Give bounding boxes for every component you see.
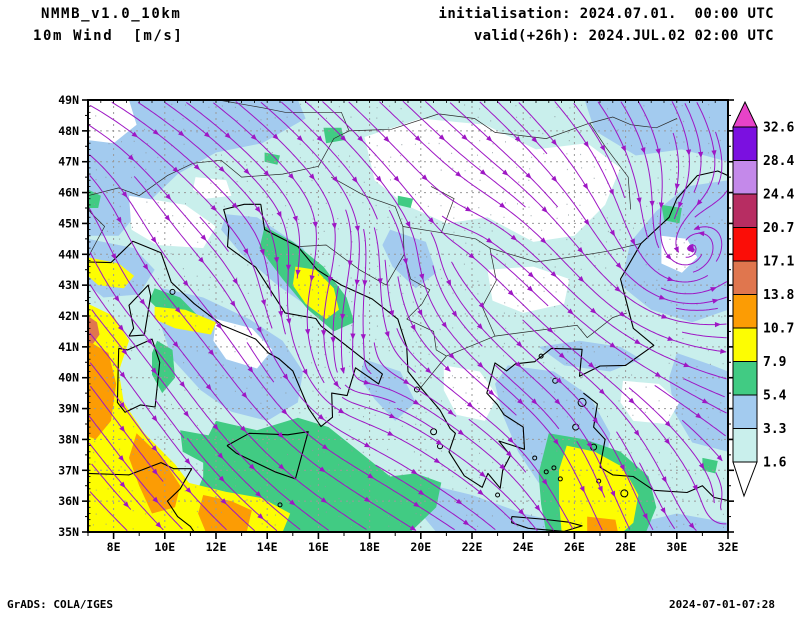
lat-tick-label: 47N	[58, 155, 79, 169]
lat-tick-label: 40N	[58, 371, 79, 385]
lon-tick-label: 10E	[154, 540, 175, 554]
colorbar-tick-label: 24.4	[763, 188, 794, 203]
colorbar-band	[732, 294, 758, 329]
lat-tick-label: 38N	[58, 432, 79, 446]
colorbar-band	[732, 394, 758, 429]
colorbar-band	[732, 428, 758, 463]
shade-region	[359, 359, 416, 421]
colorbar-tick-label: 17.1	[763, 255, 794, 270]
colorbar-band	[732, 361, 758, 396]
lon-tick-label: 14E	[257, 540, 278, 554]
streamlines	[88, 100, 728, 532]
lon-tick-label: 24E	[513, 540, 534, 554]
shade-region	[323, 127, 344, 144]
colorbar-tick-label: 5.4	[763, 389, 787, 404]
lat-tick-label: 42N	[58, 309, 79, 323]
lon-tick-label: 32E	[718, 540, 739, 554]
lon-tick-label: 28E	[615, 540, 636, 554]
lon-tick-label: 16E	[308, 540, 329, 554]
shade-region	[415, 482, 728, 532]
model-title: NMMB_v1.0_10km	[41, 6, 182, 22]
colorbar: 1.6 3.3 5.4 7.9 10.7 13.8 17.1 20.7 24.4 28.4 32.6	[732, 100, 794, 498]
lat-tick-label: 46N	[58, 186, 79, 200]
lat-tick-label: 36N	[58, 494, 79, 508]
colorbar-tick-label: 13.8	[763, 288, 794, 303]
shade-region	[702, 457, 718, 474]
lon-tick-label: 8E	[107, 540, 121, 554]
lat-tick-label: 35N	[58, 525, 79, 539]
grads-credit: GrADS: COLA/IGES	[7, 598, 113, 611]
colorbar-band	[732, 193, 758, 228]
shade-region	[88, 257, 135, 289]
stipple-dots	[92, 103, 725, 530]
shade-region	[587, 516, 618, 532]
colorbar-tick-label: 32.6	[763, 121, 794, 136]
shade-region	[292, 266, 339, 320]
lat-tick-label: 44N	[58, 247, 79, 261]
lon-tick-label: 22E	[462, 540, 483, 554]
colorbar-under-arrow	[732, 461, 758, 498]
lon-tick-label: 26E	[564, 540, 585, 554]
lat-tick-label: 43N	[58, 278, 79, 292]
colorbar-tick-label: 3.3	[763, 422, 786, 437]
lat-tick-label: 41N	[58, 340, 79, 354]
shade-region	[129, 433, 181, 514]
shade-region	[88, 340, 117, 440]
shade-region	[213, 319, 273, 369]
valid-time-label: valid(+26h): 2024.JUL.02 02:00 UTC	[473, 28, 774, 44]
shade-region	[661, 235, 698, 273]
lon-tick-label: 18E	[359, 540, 380, 554]
lon-tick-label: 20E	[410, 540, 431, 554]
colorbar-band	[732, 227, 758, 262]
axis-labels: 49N 48N 47N 46N 45N 44N 43N 42N 41N 40N 39N 38N 37N 3…	[58, 93, 738, 554]
lat-tick-label: 45N	[58, 216, 79, 230]
field-title: 10m Wind [m/s]	[33, 28, 184, 44]
colorbar-band	[732, 327, 758, 362]
shade-region	[180, 430, 227, 465]
colorbar-tick-label: 10.7	[763, 322, 794, 337]
colorbar-band	[732, 260, 758, 295]
shade-region	[443, 365, 498, 421]
creation-timestamp: 2024-07-01-07:28	[669, 598, 775, 611]
shade-region	[88, 189, 101, 208]
shade-region	[397, 195, 414, 208]
colorbar-tick-label: 1.6	[763, 456, 787, 471]
lat-tick-label: 49N	[58, 93, 79, 107]
colorbar-band	[732, 126, 758, 161]
shade-region	[193, 177, 232, 199]
shade-region	[382, 229, 437, 289]
lat-tick-label: 37N	[58, 463, 79, 477]
shade-region	[88, 316, 100, 344]
shade-region	[584, 100, 728, 162]
shade-region	[198, 495, 252, 532]
colorbar-over-arrow	[732, 100, 758, 128]
colorbar-tick-label: 28.4	[763, 154, 794, 169]
shade-region	[154, 306, 216, 335]
lat-tick-label: 48N	[58, 124, 79, 138]
lon-tick-label: 12E	[206, 540, 227, 554]
lat-tick-label: 39N	[58, 402, 79, 416]
colorbar-tick-label: 20.7	[763, 221, 794, 236]
init-time-label: initialisation: 2024.07.01. 00:00 UTC	[438, 6, 774, 22]
lon-tick-label: 30E	[666, 540, 687, 554]
colorbar-tick-label: 7.9	[763, 355, 786, 370]
colorbar-band	[732, 160, 758, 195]
shade-region	[620, 380, 680, 424]
